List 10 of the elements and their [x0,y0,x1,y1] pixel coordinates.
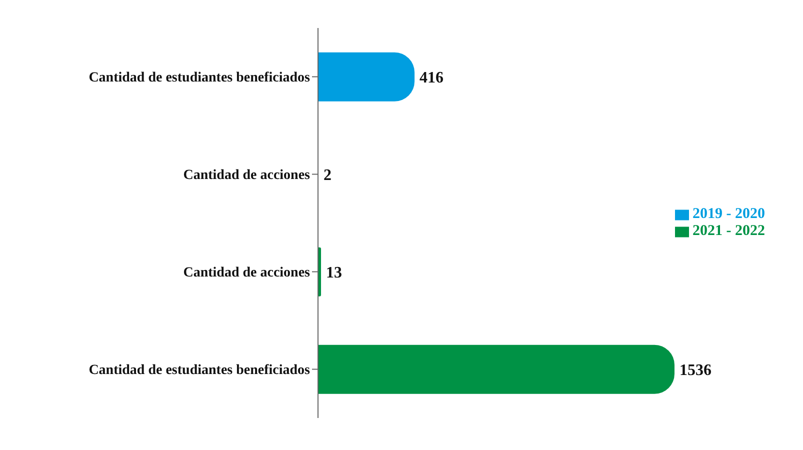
y-tick-label: Cantidad de estudiantes beneficiados [88,363,311,378]
data-label: 13 [326,264,342,282]
y-tick-label: Cantidad de estudiantes beneficiados [88,70,311,86]
data-label: 2 [323,167,332,184]
legend-label: 2019 - 2020 [692,206,765,222]
legend-label: 2021 - 2022 [692,223,765,239]
data-label: 416 [420,70,444,87]
data-label: 1536 [680,362,712,380]
y-tick-label: Cantidad de acciones [183,266,311,281]
y-tick-label: Cantidad de acciones [183,168,311,184]
